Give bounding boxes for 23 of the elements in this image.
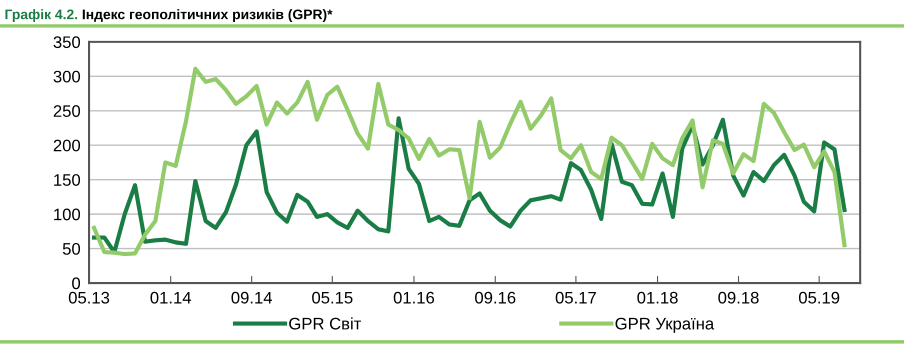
y-tick-label: 100: [54, 208, 80, 220]
x-tick-label: 05.17: [556, 292, 596, 304]
x-tick-label: 09.18: [718, 292, 759, 304]
chart-subtitle: Індекс геополітичних ризиків (GPR)*: [82, 9, 333, 22]
y-tick-label: 150: [54, 174, 80, 186]
x-tick-label: 01.14: [150, 292, 192, 304]
y-tick-label: 0: [72, 277, 80, 290]
y-tick-label: 350: [54, 36, 80, 48]
y-tick-label: 200: [54, 140, 80, 152]
x-tick-label: 01.16: [394, 292, 434, 304]
y-tick-label: 250: [54, 105, 80, 117]
x-tick-label: 01.18: [637, 292, 678, 304]
x-tick-label: 05.13: [68, 292, 110, 304]
y-tick-label: 50: [62, 242, 80, 255]
y-tick-label: 300: [54, 70, 80, 83]
chart-title: Графік 4.2.: [5, 9, 78, 22]
x-tick-label: 09.14: [231, 292, 272, 304]
line-series: [92, 66, 847, 256]
legend-label: GPR Світ: [289, 317, 362, 330]
x-tick-label: 05.15: [312, 292, 352, 304]
legend-label: GPR Україна: [616, 318, 714, 333]
x-tick-label: 05.19: [798, 292, 840, 304]
x-tick-label: 09.16: [475, 292, 516, 304]
